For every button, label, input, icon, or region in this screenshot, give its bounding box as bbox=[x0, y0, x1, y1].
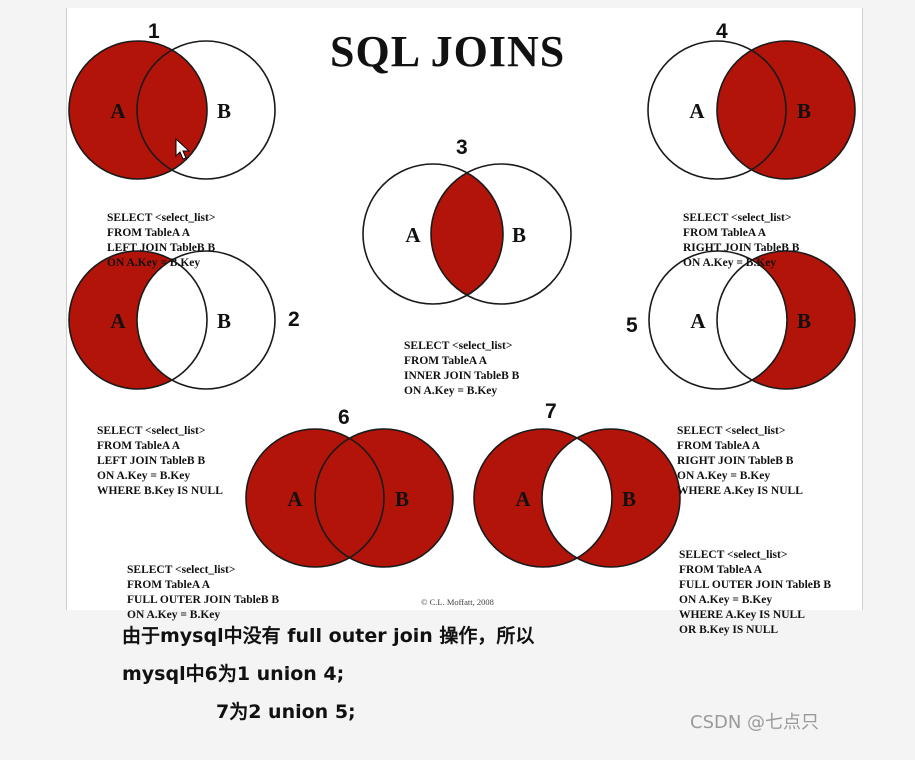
venn-2-label-a: A bbox=[110, 309, 126, 333]
join-number-6: 6 bbox=[338, 406, 350, 429]
join-number-7: 7 bbox=[545, 400, 557, 423]
venn-5-label-b: B bbox=[797, 309, 811, 333]
venn-7-label-b: B bbox=[622, 487, 636, 511]
venn-3-circle-b bbox=[430, 163, 572, 305]
venn-5-label-a: A bbox=[690, 309, 706, 333]
venn-6-intersection bbox=[315, 429, 384, 567]
page-title: SQL JOINS bbox=[330, 27, 566, 76]
sql-left-join-excluding: SELECT <select_list> FROM TableA A LEFT JO… bbox=[97, 425, 223, 497]
venn-7-label-a: A bbox=[515, 487, 531, 511]
venn-2-intersection bbox=[137, 251, 207, 389]
venn-3-intersection bbox=[431, 164, 503, 304]
sql-full-outer-join: SELECT <select_list> FROM TableA A FULL OU… bbox=[127, 564, 280, 621]
venn-6-label-a: A bbox=[287, 487, 303, 511]
venn-6-circle-b bbox=[314, 428, 454, 568]
venn-5-intersection bbox=[717, 251, 787, 389]
venn-1-label-a: A bbox=[110, 99, 126, 123]
venn-7-intersection bbox=[542, 429, 612, 567]
venn-1-intersection bbox=[137, 41, 207, 179]
join-number-4: 4 bbox=[716, 20, 728, 43]
note-line-1: 由于mysql中没有 full outer join 操作，所以 bbox=[122, 625, 535, 647]
venn-3-label-a: A bbox=[405, 223, 421, 247]
venn-4-label-a: A bbox=[689, 99, 705, 123]
venn-3-label-b: B bbox=[512, 223, 526, 247]
venn-4-label-b: B bbox=[797, 99, 811, 123]
venn-4-circle-b bbox=[716, 40, 856, 180]
venn-6-circle-a bbox=[245, 428, 385, 568]
venn-4-circle-a bbox=[647, 40, 787, 180]
join-number-3: 3 bbox=[456, 136, 468, 159]
note-line-3: 7为2 union 5; bbox=[216, 701, 356, 723]
venn-7-circle-a bbox=[473, 428, 613, 568]
venn-2-circle-b bbox=[136, 250, 276, 390]
note-text: 由于mysql中没有 full outer join 操作，所以 mysql中6… bbox=[122, 617, 534, 731]
sql-right-join: SELECT <select_list> FROM TableA A RIGHT J… bbox=[683, 212, 800, 269]
venn-6-label-b: B bbox=[395, 487, 409, 511]
join-number-5: 5 bbox=[626, 314, 638, 337]
note-line-2: mysql中6为1 union 4; bbox=[122, 663, 345, 685]
venn-2-circle-a bbox=[68, 250, 208, 390]
sql-inner-join: SELECT <select_list> FROM TableA A INNER J… bbox=[404, 340, 520, 397]
sql-right-join-excluding: SELECT <select_list> FROM TableA A RIGHT J… bbox=[677, 425, 803, 497]
venn-5-circle-b bbox=[716, 250, 856, 390]
venn-1-label-b: B bbox=[217, 99, 231, 123]
watermark: CSDN @七点只 bbox=[690, 712, 820, 733]
sql-left-join: SELECT <select_list> FROM TableA A LEFT JO… bbox=[107, 212, 216, 269]
venn-1-circle-b bbox=[136, 40, 276, 180]
venn-4-intersection bbox=[717, 41, 786, 179]
join-number-2: 2 bbox=[288, 308, 300, 331]
venn-7-circle-b bbox=[541, 428, 681, 568]
join-number-1: 1 bbox=[148, 20, 160, 43]
venn-2-label-b: B bbox=[217, 309, 231, 333]
sql-full-outer-join-excluding: SELECT <select_list> FROM TableA A FULL OU… bbox=[679, 549, 832, 636]
venn-3-circle-a bbox=[362, 163, 504, 305]
copyright: © C.L. Moffatt, 2008 bbox=[421, 597, 494, 607]
venn-1-circle-a bbox=[68, 40, 208, 180]
mouse-cursor-icon bbox=[175, 137, 191, 160]
venn-5-circle-a bbox=[648, 250, 788, 390]
